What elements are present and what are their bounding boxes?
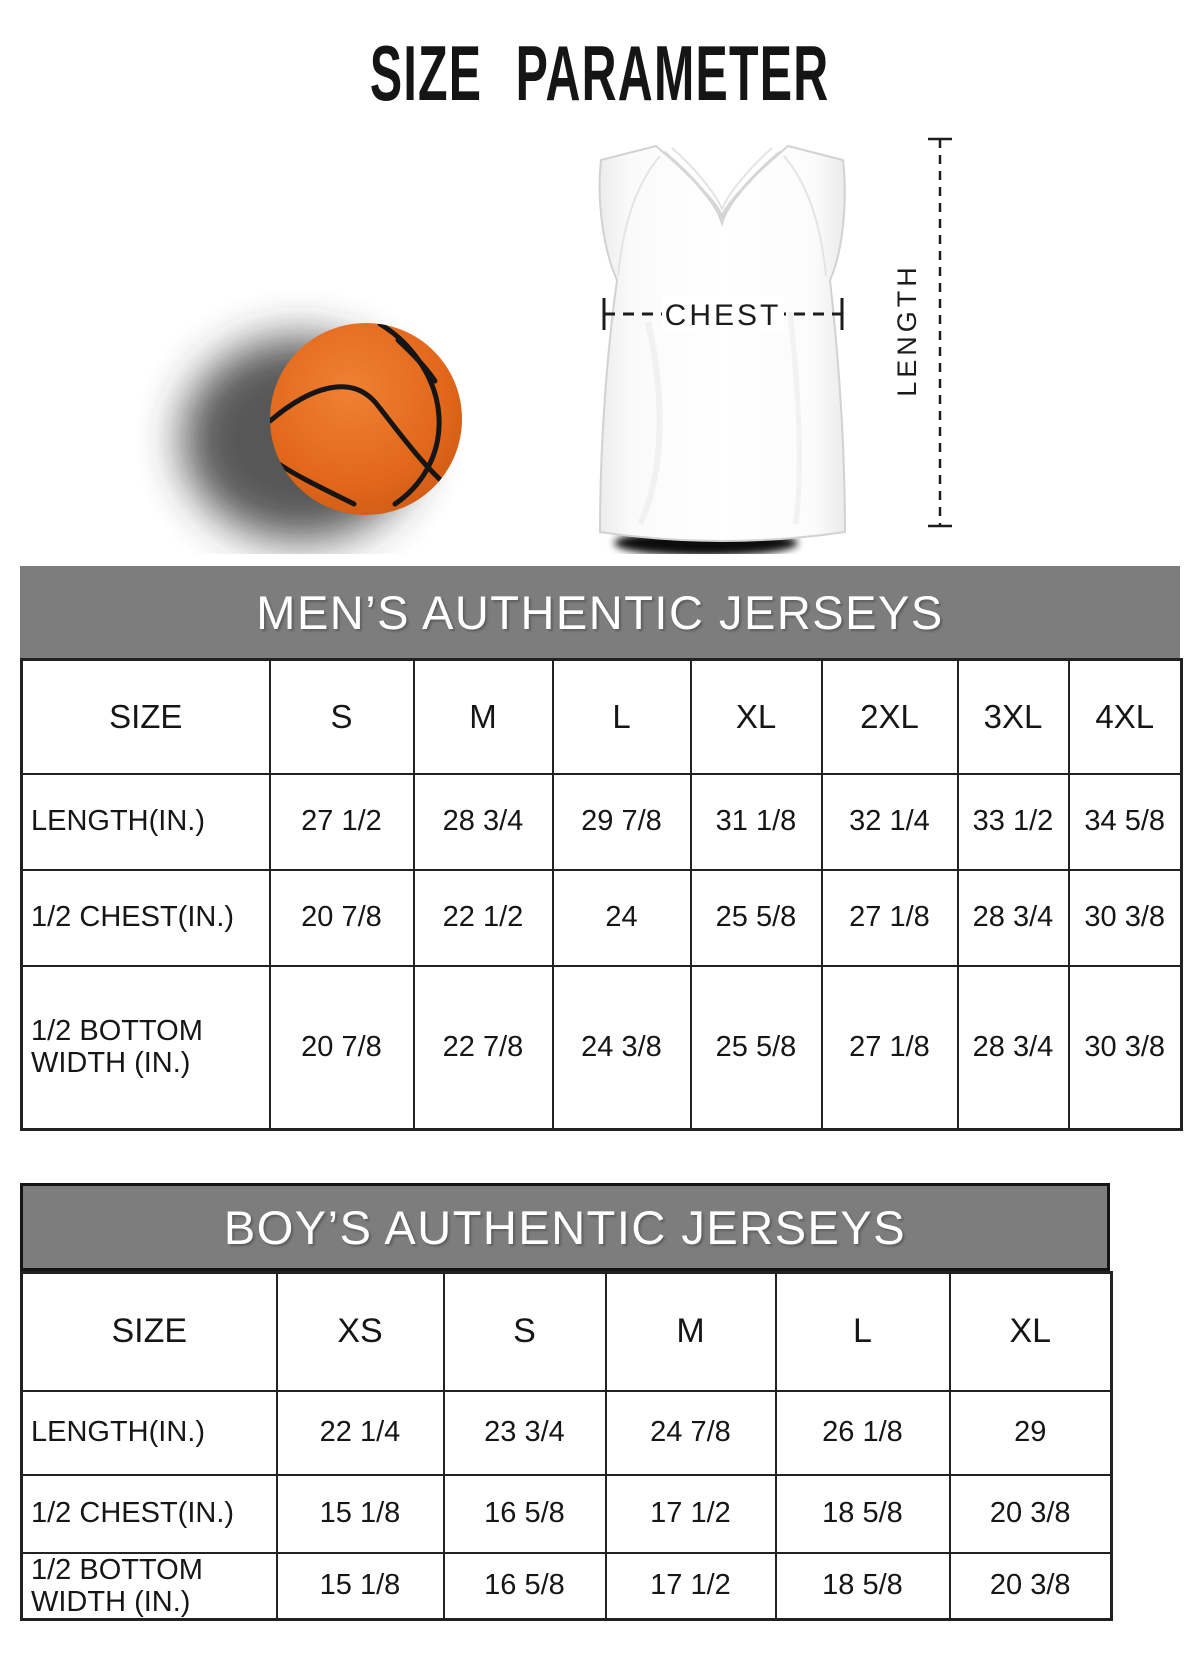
boys-header-row: SIZE XS S M L XL — [20, 1271, 1113, 1392]
basketball-icon — [270, 323, 462, 515]
size-column-header: SIZE — [20, 1271, 278, 1392]
value-cell: 20 7/8 — [268, 868, 415, 967]
page-title: SIZE PARAMETER — [370, 29, 830, 117]
value-cell: 27 1/8 — [820, 868, 959, 967]
size-cell: M — [412, 658, 554, 775]
mens-bottom-width-row: 1/2 BOTTOM WIDTH (IN.) 20 7/8 22 7/8 24 … — [20, 964, 1183, 1131]
value-cell: 28 3/4 — [956, 964, 1070, 1131]
value-cell: 29 — [948, 1389, 1113, 1476]
boys-length-row: LENGTH(IN.) 22 1/4 23 3/4 24 7/8 26 1/8 … — [20, 1389, 1113, 1476]
mens-table-title: MEN’S AUTHENTIC JERSEYS — [256, 585, 944, 639]
illustration-canvas: CHEST LENGTH — [182, 137, 952, 554]
value-cell: 27 1/8 — [820, 964, 959, 1131]
length-label: LENGTH — [892, 263, 922, 397]
value-cell: 29 7/8 — [551, 772, 692, 871]
value-cell: 33 1/2 — [956, 772, 1070, 871]
boys-section-banner: BOY’S AUTHENTIC JERSEYS — [20, 1183, 1110, 1271]
size-cell: 4XL — [1067, 658, 1183, 775]
value-cell: 20 3/8 — [948, 1473, 1113, 1554]
value-cell: 25 5/8 — [689, 964, 823, 1131]
value-cell: 22 1/4 — [275, 1389, 445, 1476]
mens-length-row: LENGTH(IN.) 27 1/2 28 3/4 29 7/8 31 1/8 … — [20, 772, 1183, 871]
chest-label: CHEST — [665, 299, 782, 332]
row-label: 1/2 CHEST(IN.) — [20, 1473, 278, 1554]
mens-header-row: SIZE S M L XL 2XL 3XL 4XL — [20, 658, 1183, 775]
jersey-icon — [598, 144, 847, 542]
value-cell: 15 1/8 — [275, 1551, 445, 1621]
value-cell: 16 5/8 — [442, 1551, 607, 1621]
row-label: LENGTH(IN.) — [20, 1389, 278, 1476]
chest-measure-line: CHEST — [602, 296, 844, 332]
value-cell: 18 5/8 — [774, 1551, 951, 1621]
value-cell: 17 1/2 — [604, 1473, 777, 1554]
value-cell: 28 3/4 — [956, 868, 1070, 967]
boys-bottom-width-row: 1/2 BOTTOM WIDTH (IN.) 15 1/8 16 5/8 17 … — [20, 1551, 1113, 1621]
boys-table-title: BOY’S AUTHENTIC JERSEYS — [223, 1200, 907, 1254]
value-cell: 28 3/4 — [412, 772, 554, 871]
value-cell: 30 3/8 — [1067, 964, 1183, 1131]
value-cell: 22 1/2 — [412, 868, 554, 967]
value-cell: 20 3/8 — [948, 1551, 1113, 1621]
value-cell: 17 1/2 — [604, 1551, 777, 1621]
mens-chest-row: 1/2 CHEST(IN.) 20 7/8 22 1/2 24 25 5/8 2… — [20, 868, 1183, 967]
boys-size-table: SIZE XS S M L XL LENGTH(IN.) 22 1/4 23 3… — [20, 1271, 1113, 1622]
value-cell: 24 7/8 — [604, 1389, 777, 1476]
row-label: 1/2 BOTTOM WIDTH (IN.) — [20, 1551, 278, 1621]
value-cell: 26 1/8 — [774, 1389, 951, 1476]
value-cell: 34 5/8 — [1067, 772, 1183, 871]
size-cell: XL — [948, 1271, 1113, 1392]
page-header: SIZE PARAMETER — [0, 0, 1200, 112]
value-cell: 25 5/8 — [689, 868, 823, 967]
row-label: LENGTH(IN.) — [20, 772, 271, 871]
mens-section-banner: MEN’S AUTHENTIC JERSEYS — [20, 566, 1180, 658]
value-cell: 18 5/8 — [774, 1473, 951, 1554]
size-cell: M — [604, 1271, 777, 1392]
value-cell: 20 7/8 — [268, 964, 415, 1131]
length-measure-line: LENGTH — [892, 137, 952, 528]
value-cell: 27 1/2 — [268, 772, 415, 871]
boys-chest-row: 1/2 CHEST(IN.) 15 1/8 16 5/8 17 1/2 18 5… — [20, 1473, 1113, 1554]
value-cell: 30 3/8 — [1067, 868, 1183, 967]
value-cell: 15 1/8 — [275, 1473, 445, 1554]
value-cell: 31 1/8 — [689, 772, 823, 871]
size-cell: 2XL — [820, 658, 959, 775]
row-label: 1/2 BOTTOM WIDTH (IN.) — [20, 964, 271, 1131]
value-cell: 32 1/4 — [820, 772, 959, 871]
value-cell: 16 5/8 — [442, 1473, 607, 1554]
size-cell: S — [268, 658, 415, 775]
size-cell: S — [442, 1271, 607, 1392]
size-cell: XS — [275, 1271, 445, 1392]
size-column-header: SIZE — [20, 658, 271, 775]
size-cell: XL — [689, 658, 823, 775]
mens-size-table: SIZE S M L XL 2XL 3XL 4XL LENGTH(IN.) 27… — [20, 658, 1183, 1131]
value-cell: 24 3/8 — [551, 964, 692, 1131]
size-illustration: CHEST LENGTH — [0, 112, 1200, 554]
value-cell: 24 — [551, 868, 692, 967]
value-cell: 23 3/4 — [442, 1389, 607, 1476]
size-cell: L — [774, 1271, 951, 1392]
row-label: 1/2 CHEST(IN.) — [20, 868, 271, 967]
value-cell: 22 7/8 — [412, 964, 554, 1131]
size-cell: 3XL — [956, 658, 1070, 775]
size-cell: L — [551, 658, 692, 775]
